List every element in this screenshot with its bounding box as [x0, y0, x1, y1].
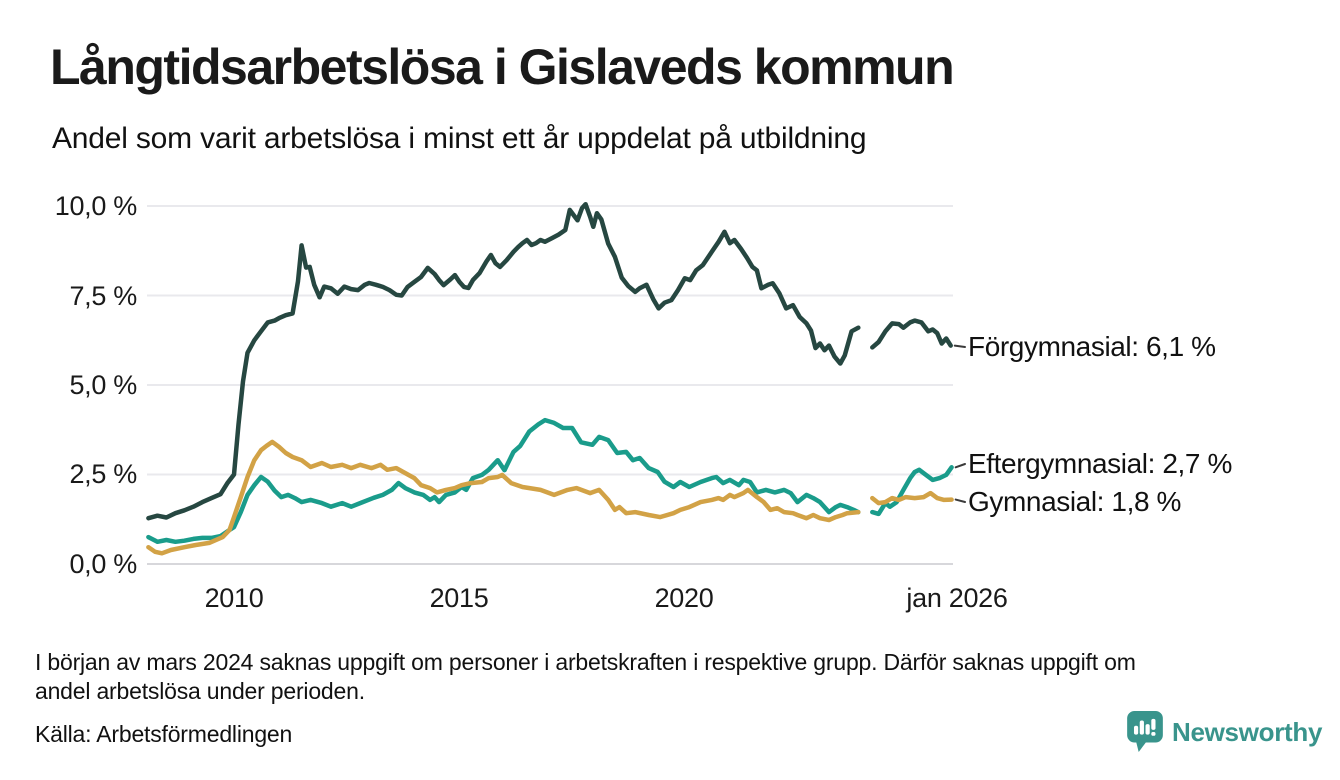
label-connector-eftergymnasial — [954, 463, 966, 469]
footnote: I början av mars 2024 saknas uppgift om … — [35, 648, 1136, 706]
source-note: Källa: Arbetsförmedlingen — [35, 721, 293, 747]
series-label-gymnasial: Gymnasial: 1,8 % — [968, 486, 1182, 517]
y-tick-2-5: 2,5 % — [69, 459, 137, 489]
footnote-line-1: I början av mars 2024 saknas uppgift om … — [35, 649, 1136, 675]
series-line-förgymnasial — [870, 318, 953, 350]
newsworthy-logo-icon — [1127, 711, 1163, 752]
label-connector-gymnasial — [954, 498, 966, 503]
x-tick-2010: 2010 — [204, 583, 264, 613]
page-title: Långtidsarbetslösa i Gislaveds kommun — [50, 39, 955, 95]
series-line-gymnasial — [870, 490, 954, 506]
page-subtitle: Andel som varit arbetslösa i minst ett å… — [52, 122, 867, 155]
series-line-eftergymnasial — [146, 417, 861, 545]
newsworthy-logo-text: Newsworthy — [1172, 716, 1323, 747]
x-tick-2020: 2020 — [654, 583, 714, 613]
y-tick-5: 5,0 % — [69, 370, 137, 400]
series-line-förgymnasial — [146, 201, 861, 521]
newsworthy-branding: Newsworthy — [1127, 711, 1322, 753]
series-label-forgymnasial: Förgymnasial: 6,1 % — [968, 331, 1216, 362]
footnote-line-2: andel arbetslösa under perioden. — [35, 678, 365, 704]
y-tick-0: 0,0 % — [69, 549, 137, 579]
x-tick-2015: 2015 — [429, 583, 489, 613]
series-label-eftergymnasial: Eftergymnasial: 2,7 % — [968, 448, 1232, 479]
y-tick-10: 10,0 % — [54, 191, 138, 221]
y-tick-7-5: 7,5 % — [69, 281, 137, 311]
x-tick-jan-2026: jan 2026 — [906, 583, 1008, 613]
label-connector-förgymnasial — [953, 344, 966, 348]
series-line-gymnasial — [146, 439, 861, 556]
